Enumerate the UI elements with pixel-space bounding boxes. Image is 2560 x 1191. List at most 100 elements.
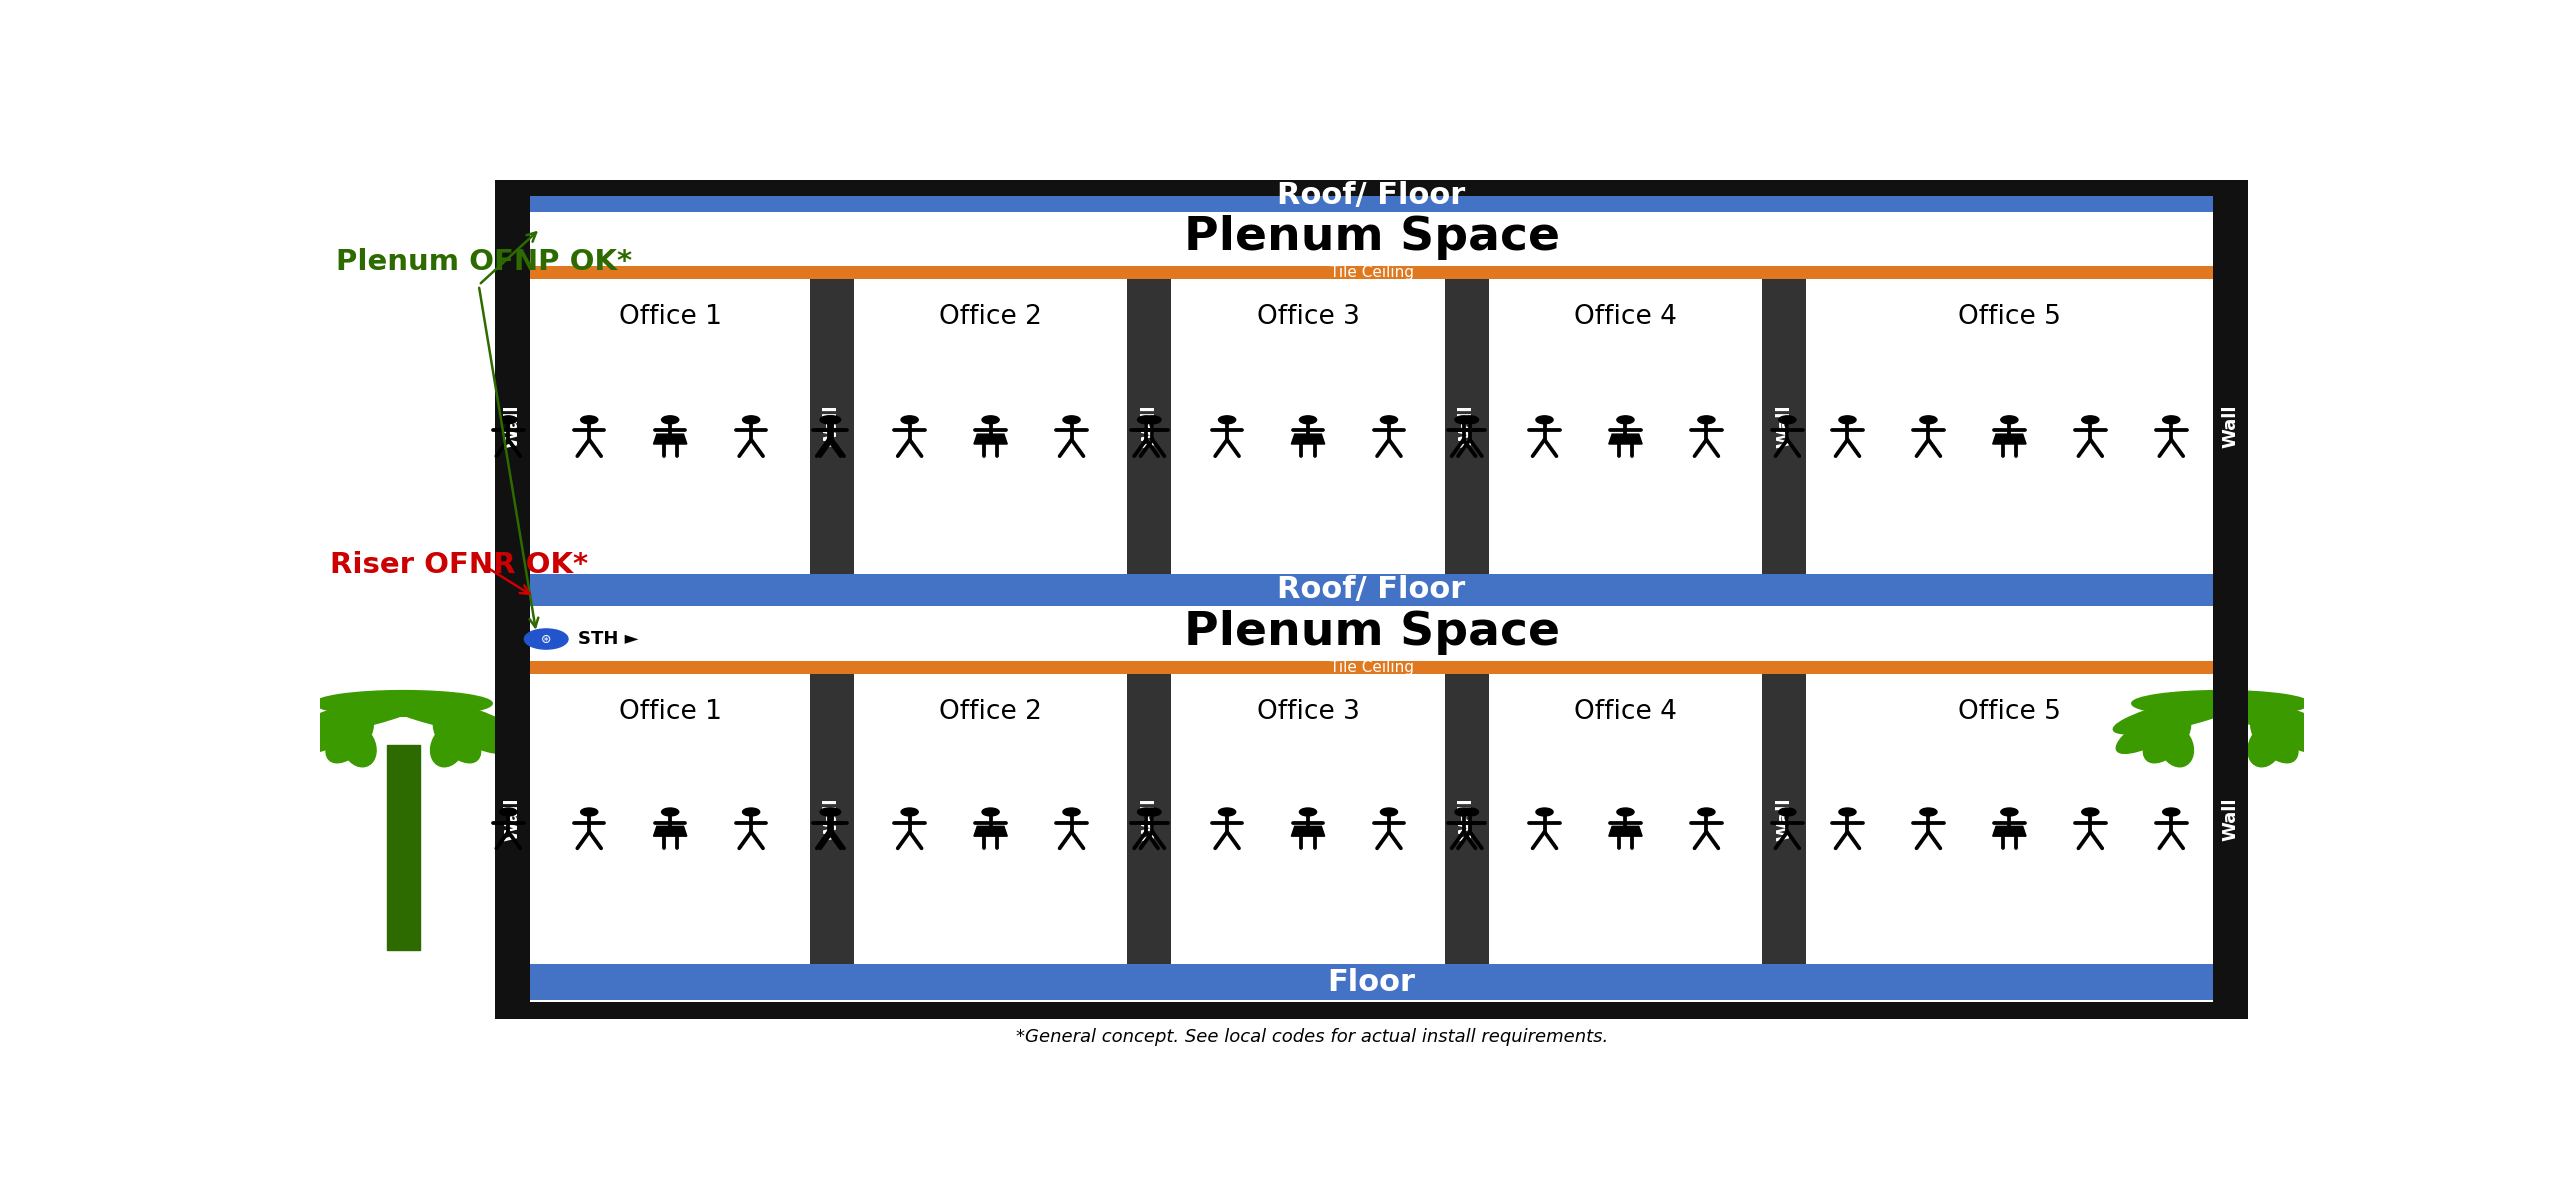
Text: Plenum Space: Plenum Space (1183, 216, 1559, 261)
Ellipse shape (2143, 713, 2191, 762)
Polygon shape (653, 827, 686, 836)
Text: Floor: Floor (1329, 967, 1416, 997)
Circle shape (824, 807, 840, 816)
Circle shape (1779, 807, 1797, 816)
Text: Office 2: Office 2 (940, 699, 1042, 724)
Circle shape (2081, 807, 2099, 816)
Ellipse shape (2158, 725, 2194, 767)
Text: Wall: Wall (2222, 405, 2240, 448)
Text: Wall: Wall (1774, 797, 1792, 841)
Polygon shape (1608, 434, 1641, 444)
Text: Wall: Wall (1139, 405, 1157, 448)
Circle shape (1219, 416, 1236, 424)
Polygon shape (1992, 827, 2025, 836)
Circle shape (1137, 807, 1155, 816)
Text: Office 5: Office 5 (1958, 699, 2061, 724)
Circle shape (1380, 416, 1398, 424)
Circle shape (581, 416, 599, 424)
Polygon shape (973, 434, 1006, 444)
Circle shape (499, 807, 517, 816)
Bar (494, 180, 2248, 1018)
Bar (1126, 279, 1170, 574)
Text: Wall: Wall (822, 405, 840, 448)
Circle shape (1779, 416, 1797, 424)
Bar (809, 674, 852, 964)
Text: Tile Ceiling: Tile Ceiling (1329, 264, 1413, 280)
Bar (530, 606, 2212, 660)
Ellipse shape (433, 713, 481, 762)
Circle shape (525, 629, 568, 649)
Circle shape (1618, 416, 1633, 424)
Circle shape (901, 807, 919, 816)
Ellipse shape (300, 698, 389, 754)
Polygon shape (1608, 827, 1641, 836)
Circle shape (1219, 807, 1236, 816)
Bar (530, 212, 2212, 264)
Circle shape (1062, 416, 1080, 424)
Text: Office 2: Office 2 (940, 304, 1042, 330)
Circle shape (742, 807, 760, 816)
Bar (530, 266, 2212, 279)
Circle shape (1462, 416, 1480, 424)
Bar (530, 180, 2212, 212)
Circle shape (2002, 416, 2017, 424)
Polygon shape (1992, 434, 2025, 444)
Circle shape (1920, 807, 1938, 816)
Text: Office 1: Office 1 (620, 699, 722, 724)
Circle shape (1838, 807, 1856, 816)
Circle shape (499, 416, 517, 424)
Text: Roof/ Floor: Roof/ Floor (1277, 181, 1467, 210)
Bar (387, 744, 420, 950)
Bar (530, 279, 2212, 574)
Circle shape (983, 807, 998, 816)
Ellipse shape (343, 725, 376, 767)
Circle shape (1137, 416, 1155, 424)
Text: ⊛: ⊛ (540, 632, 550, 646)
Text: Wall: Wall (504, 405, 522, 448)
Text: Wall: Wall (1457, 797, 1475, 841)
Text: Office 4: Office 4 (1574, 304, 1677, 330)
Ellipse shape (297, 693, 433, 734)
Text: STH ►: STH ► (579, 630, 637, 648)
Circle shape (1380, 807, 1398, 816)
Bar (809, 279, 852, 574)
Bar (530, 574, 2212, 606)
Bar (1761, 279, 1805, 574)
Text: Plenum Space: Plenum Space (1183, 610, 1559, 655)
Circle shape (1618, 807, 1633, 816)
Polygon shape (1290, 827, 1324, 836)
Circle shape (1536, 807, 1554, 816)
Circle shape (1300, 807, 1316, 816)
Text: Plenum OFNP OK*: Plenum OFNP OK* (335, 248, 632, 276)
Circle shape (1697, 416, 1715, 424)
Bar (494, 180, 2248, 197)
Text: Office 5: Office 5 (1958, 304, 2061, 330)
Bar (530, 674, 2212, 964)
Text: Office 3: Office 3 (1257, 699, 1359, 724)
Text: Wall: Wall (504, 797, 522, 841)
Bar (1444, 674, 1487, 964)
Circle shape (660, 416, 678, 424)
Text: Wall: Wall (1457, 405, 1475, 448)
Circle shape (1462, 807, 1480, 816)
Circle shape (824, 416, 840, 424)
Polygon shape (1290, 434, 1324, 444)
Bar (2212, 180, 2248, 1018)
Circle shape (1144, 807, 1162, 816)
Text: Wall: Wall (2222, 797, 2240, 841)
Ellipse shape (430, 725, 466, 767)
Circle shape (1838, 416, 1856, 424)
Circle shape (2081, 416, 2099, 424)
Bar (494, 180, 530, 1018)
Ellipse shape (2250, 713, 2299, 762)
Circle shape (1920, 416, 1938, 424)
Circle shape (581, 807, 599, 816)
Circle shape (2163, 807, 2181, 816)
Text: Wall: Wall (1139, 797, 1157, 841)
Bar (1444, 279, 1487, 574)
Circle shape (660, 807, 678, 816)
Ellipse shape (2235, 698, 2324, 754)
Circle shape (742, 416, 760, 424)
Circle shape (1697, 807, 1715, 816)
Text: *General concept. See local codes for actual install requirements.: *General concept. See local codes for ac… (1016, 1028, 1608, 1046)
